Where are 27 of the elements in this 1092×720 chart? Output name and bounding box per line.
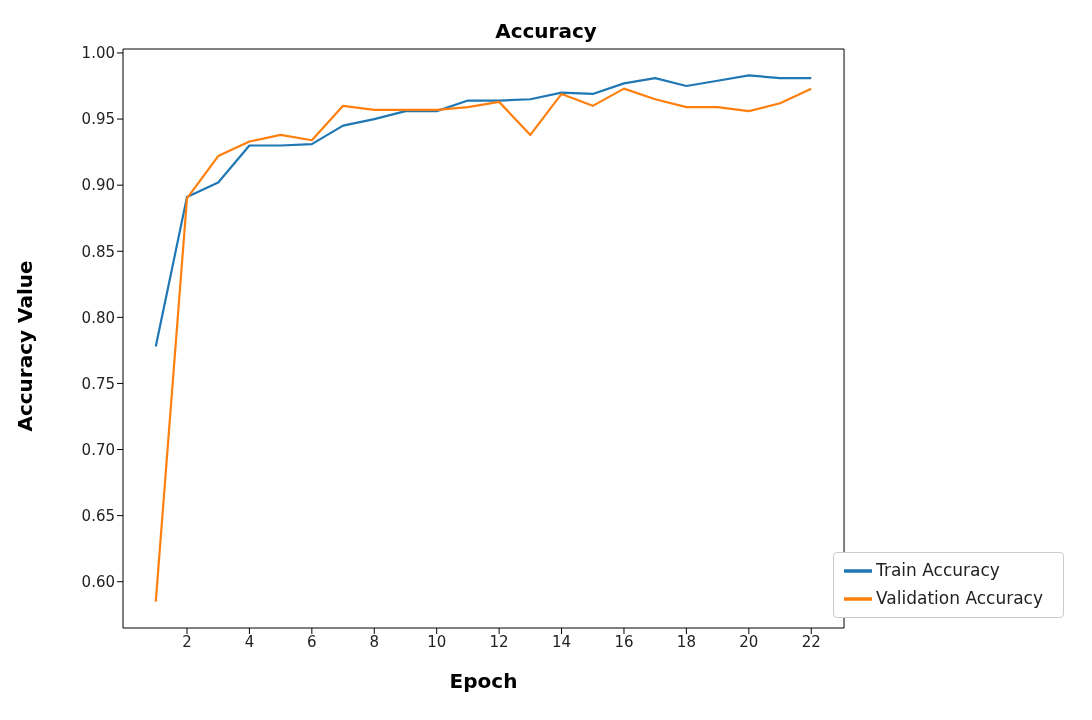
y-tick-label: 0.70 <box>81 440 115 459</box>
legend-label: Validation Accuracy <box>876 588 1043 608</box>
x-tick-label: 2 <box>182 632 192 651</box>
y-tick-label: 0.95 <box>81 110 115 129</box>
x-tick-label: 10 <box>427 632 447 651</box>
y-tick-label: 0.80 <box>81 308 115 327</box>
x-axis-title: Epoch <box>449 669 518 693</box>
chart-title: Accuracy <box>495 19 597 43</box>
x-tick-label: 16 <box>614 632 634 651</box>
x-tick-label: 8 <box>369 632 380 651</box>
x-tick-label: 18 <box>676 632 696 651</box>
y-tick-label: 0.60 <box>81 573 115 592</box>
y-tick-label: 0.75 <box>81 374 115 393</box>
line-series <box>154 87 813 603</box>
legend-label: Train Accuracy <box>876 560 1000 580</box>
y-tick-label: 1.00 <box>81 44 115 63</box>
x-tick-label: 12 <box>489 632 509 651</box>
y-tick-label: 0.65 <box>81 506 115 525</box>
y-tick-label: 0.85 <box>81 242 115 261</box>
x-tick-label: 4 <box>244 632 255 651</box>
y-axis-title: Accuracy Value <box>13 260 37 432</box>
x-tick-label: 14 <box>552 632 572 651</box>
x-tick-label: 20 <box>739 632 759 651</box>
x-tick-label: 22 <box>801 632 821 651</box>
x-tick-label: 6 <box>307 632 317 651</box>
line-series <box>154 74 813 348</box>
y-tick-label: 0.90 <box>81 176 115 195</box>
